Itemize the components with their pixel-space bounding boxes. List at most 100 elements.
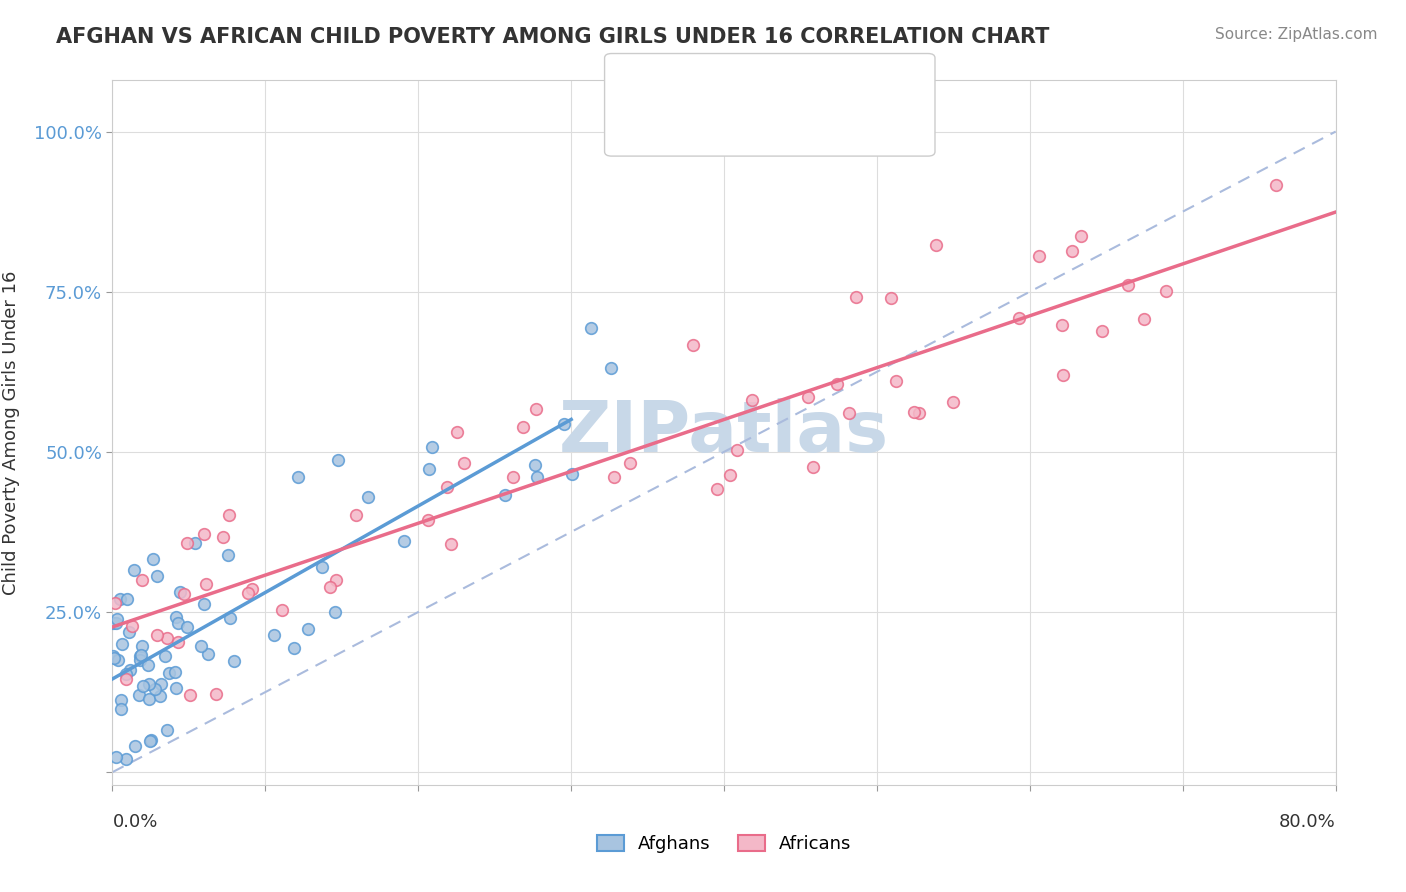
- Text: N = 58: N = 58: [820, 116, 883, 134]
- Point: [1050, 318, 1073, 332]
- Point: [297, 622, 319, 636]
- Point: [561, 467, 583, 481]
- Point: [801, 459, 824, 474]
- Point: [422, 440, 444, 454]
- Point: [176, 620, 198, 634]
- Point: [283, 641, 305, 656]
- Point: [103, 615, 125, 630]
- Point: [165, 681, 187, 696]
- Point: [212, 530, 235, 544]
- Point: [150, 676, 173, 690]
- Point: [1052, 368, 1074, 382]
- Point: [741, 392, 763, 407]
- Point: [526, 470, 548, 484]
- Point: [163, 665, 186, 679]
- Point: [120, 663, 142, 677]
- Point: [797, 390, 820, 404]
- Point: [263, 628, 285, 642]
- Point: [142, 552, 165, 566]
- Point: [619, 456, 641, 470]
- Point: [218, 508, 240, 522]
- Point: [101, 648, 124, 663]
- Point: [107, 653, 129, 667]
- Point: [143, 681, 166, 696]
- Point: [908, 406, 931, 420]
- Point: [110, 693, 132, 707]
- Point: [138, 677, 160, 691]
- Point: [205, 687, 228, 701]
- Point: [879, 291, 901, 305]
- Text: 0.0%: 0.0%: [112, 813, 157, 830]
- Point: [418, 462, 440, 476]
- Point: [845, 290, 868, 304]
- Point: [124, 739, 146, 753]
- Point: [128, 688, 150, 702]
- Point: [1070, 229, 1092, 244]
- Point: [524, 458, 547, 472]
- Point: [115, 591, 138, 606]
- Point: [838, 407, 860, 421]
- Point: [323, 605, 346, 619]
- Point: [146, 628, 169, 642]
- Point: [193, 597, 215, 611]
- Point: [104, 596, 127, 610]
- Legend: Afghans, Africans: Afghans, Africans: [589, 828, 859, 861]
- Point: [138, 692, 160, 706]
- Point: [238, 585, 260, 599]
- Point: [1116, 278, 1139, 293]
- Point: [193, 527, 215, 541]
- Point: [149, 689, 172, 703]
- Point: [190, 639, 212, 653]
- Point: [287, 470, 309, 484]
- Point: [218, 611, 240, 625]
- Point: [173, 587, 195, 601]
- Point: [600, 361, 623, 376]
- Point: [118, 625, 141, 640]
- Point: [1091, 324, 1114, 338]
- Point: [157, 666, 180, 681]
- Point: [436, 480, 458, 494]
- Point: [105, 616, 128, 631]
- Point: [155, 649, 177, 664]
- Point: [110, 702, 132, 716]
- Point: [718, 468, 741, 483]
- Point: [176, 536, 198, 550]
- Point: [494, 488, 516, 502]
- Point: [418, 513, 440, 527]
- Point: [924, 237, 946, 252]
- Point: [222, 654, 245, 668]
- Point: [827, 377, 849, 392]
- Point: [1154, 285, 1177, 299]
- Point: [884, 374, 907, 388]
- Text: Source: ZipAtlas.com: Source: ZipAtlas.com: [1215, 27, 1378, 42]
- Point: [1264, 178, 1286, 192]
- Point: [166, 610, 188, 624]
- Point: [512, 419, 534, 434]
- Point: [271, 603, 294, 617]
- Y-axis label: Child Poverty Among Girls Under 16: Child Poverty Among Girls Under 16: [3, 270, 20, 595]
- Text: ZIPatlas: ZIPatlas: [560, 398, 889, 467]
- Point: [682, 338, 704, 352]
- Point: [311, 560, 333, 574]
- Point: [318, 580, 340, 594]
- Point: [129, 649, 152, 664]
- Point: [446, 425, 468, 440]
- Point: [105, 749, 128, 764]
- Point: [706, 482, 728, 496]
- Point: [132, 679, 155, 693]
- Point: [356, 490, 378, 504]
- Point: [440, 537, 463, 551]
- Point: [179, 688, 201, 702]
- Point: [121, 618, 143, 632]
- Point: [145, 568, 167, 582]
- Text: AFGHAN VS AFRICAN CHILD POVERTY AMONG GIRLS UNDER 16 CORRELATION CHART: AFGHAN VS AFRICAN CHILD POVERTY AMONG GI…: [56, 27, 1050, 46]
- Point: [108, 591, 131, 606]
- Point: [136, 658, 159, 673]
- Point: [1060, 244, 1083, 258]
- Point: [114, 672, 136, 686]
- Point: [167, 615, 190, 630]
- Text: N = 68: N = 68: [820, 76, 883, 94]
- Point: [725, 443, 748, 458]
- Point: [114, 752, 136, 766]
- Point: [139, 733, 162, 747]
